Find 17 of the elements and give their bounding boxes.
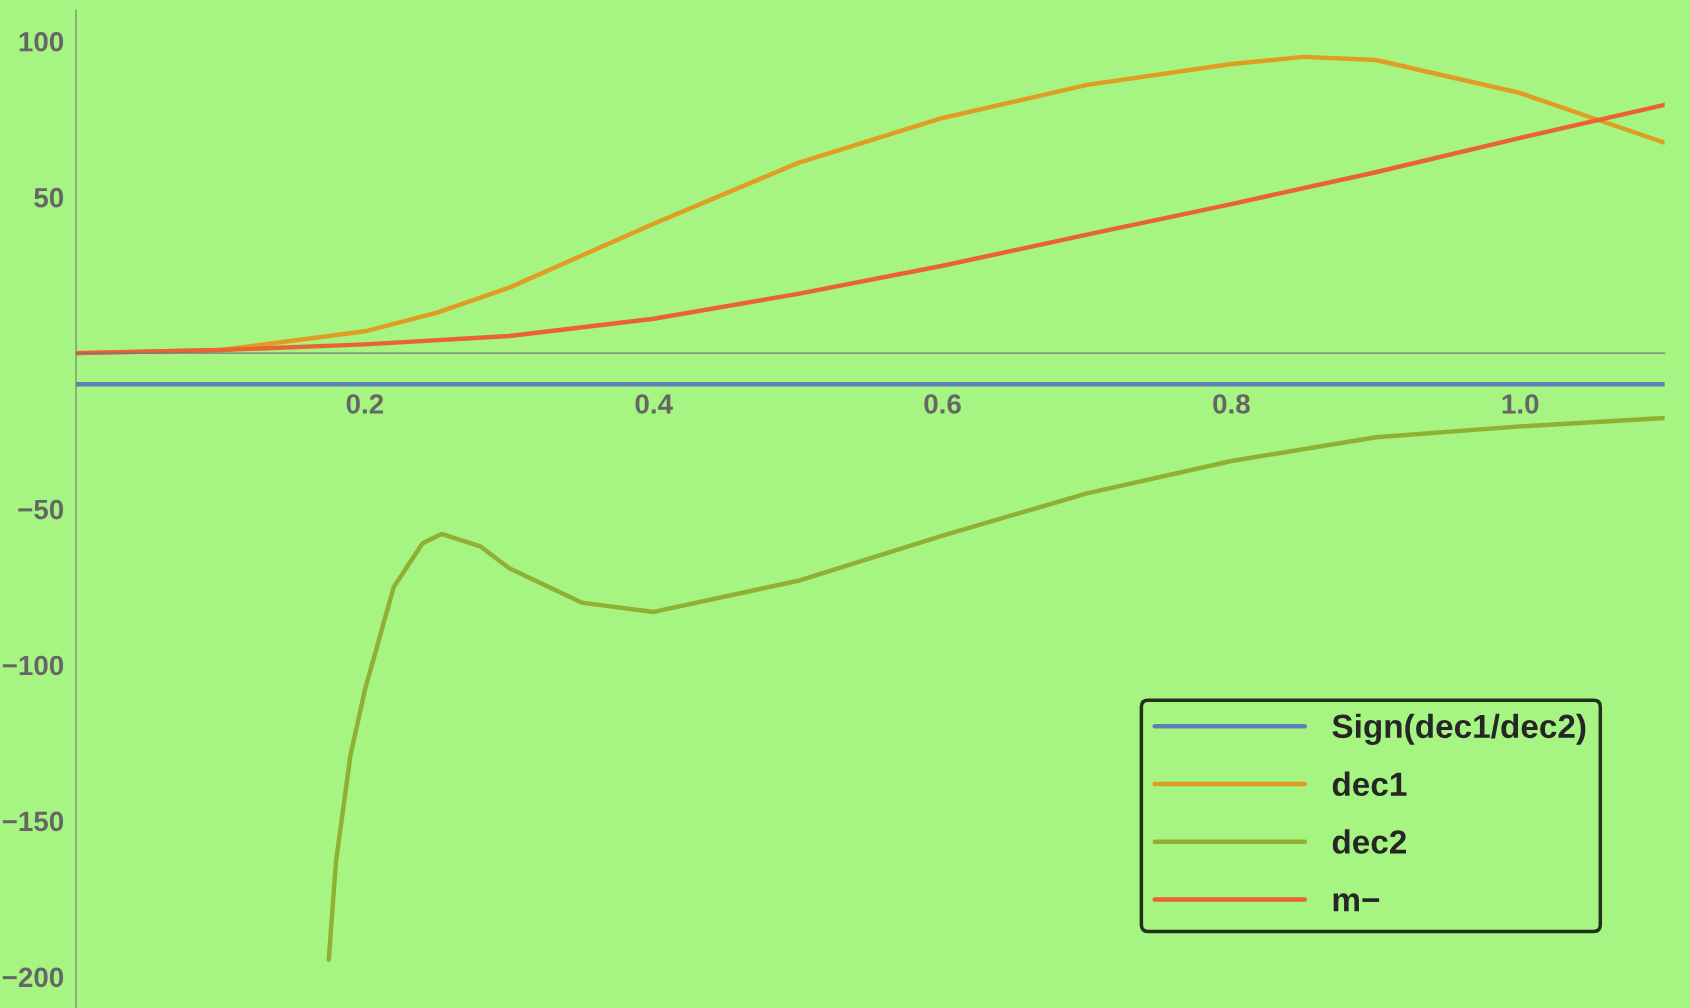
line-series xyxy=(76,102,1665,356)
y-tick-label: −100 xyxy=(2,655,64,676)
x-tick-label: 0.6 xyxy=(924,394,961,414)
y-tick-label: −50 xyxy=(18,499,64,520)
x-tick-label: 0.2 xyxy=(346,394,384,414)
y-tick-label: 50 xyxy=(34,187,64,208)
legend-label: dec2 xyxy=(1332,829,1407,854)
legend-label: m− xyxy=(1333,893,1380,912)
line-series xyxy=(326,415,1665,962)
legend-label: Sign(dec1/dec2) xyxy=(1332,713,1586,745)
legend-label: dec1 xyxy=(1332,771,1407,797)
y-tick-label: −200 xyxy=(2,967,64,988)
x-tick-label: 0.4 xyxy=(635,394,673,414)
y-tick-label: −150 xyxy=(2,811,64,832)
x-tick-label: 0.8 xyxy=(1213,394,1250,414)
x-tick-label: 1.0 xyxy=(1502,394,1539,414)
y-tick-label: 100 xyxy=(19,31,64,52)
